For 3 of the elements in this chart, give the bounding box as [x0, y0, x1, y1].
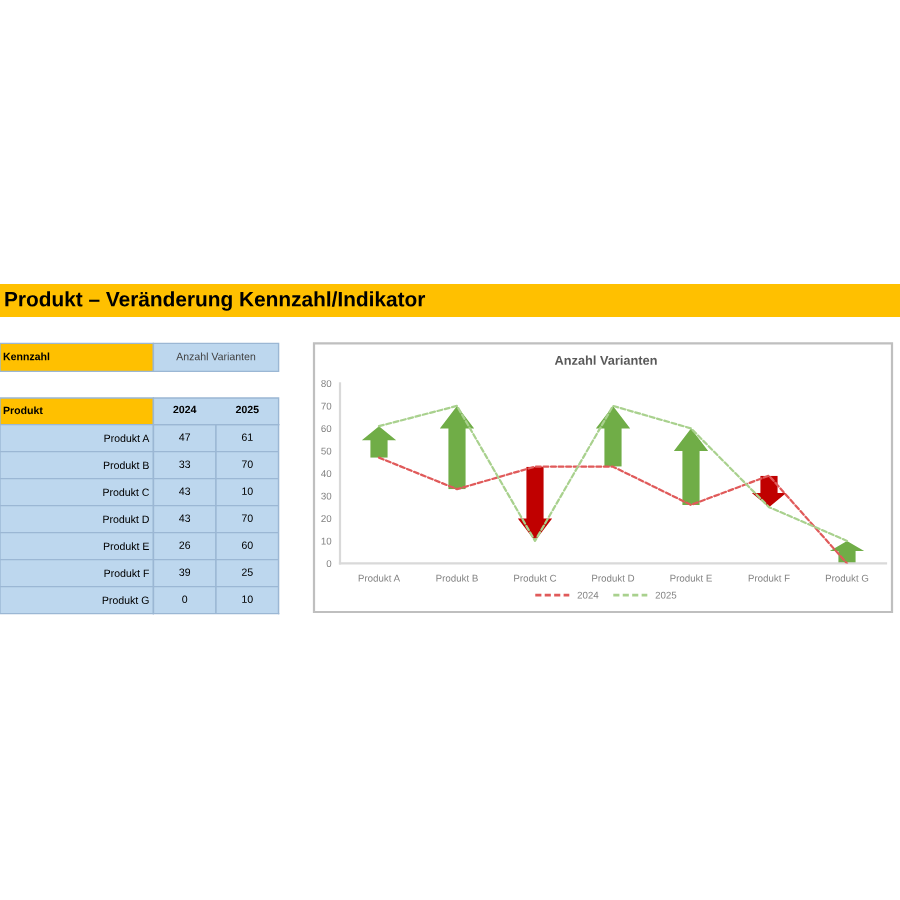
line-series: [377, 404, 849, 543]
line-series: [377, 456, 849, 564]
chart-title: Produkt – Veränderung Kennzahl/Indikator: [5, 291, 426, 311]
